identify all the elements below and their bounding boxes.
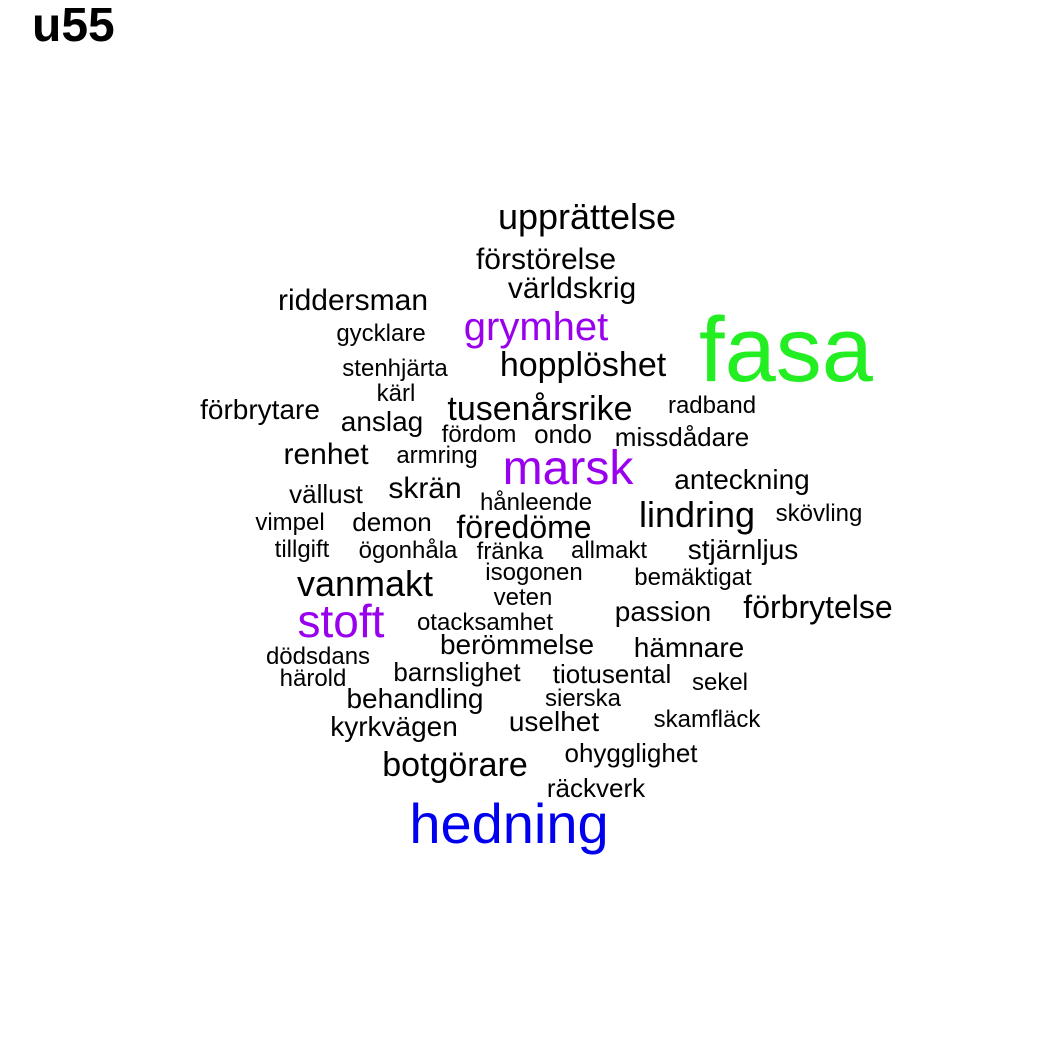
word-veten: veten <box>493 584 553 611</box>
word-forbrytelse: förbrytelse <box>743 589 893 625</box>
word-tusenarsrike: tusenårsrike <box>447 390 633 428</box>
word-renhet: renhet <box>283 438 369 471</box>
word-radband: radband <box>667 392 757 419</box>
word-skran: skrän <box>388 472 462 505</box>
word-passion: passion <box>614 596 712 627</box>
word-fordom: fördom <box>441 421 517 448</box>
word-allmakt: allmakt <box>570 537 648 564</box>
word-fasa: fasa <box>699 299 873 401</box>
word-otacksamhet: otacksamhet <box>416 609 554 636</box>
word-tiotusental: tiotusental <box>552 659 672 689</box>
word-hopploshet: hopplöshet <box>499 346 667 384</box>
word-sekel: sekel <box>691 669 749 696</box>
word-grymhet: grymhet <box>463 305 609 349</box>
word-stenhjarta: stenhjärta <box>342 355 448 382</box>
word-marsk: marsk <box>502 442 634 495</box>
word-hanleende: hånleende <box>479 489 593 516</box>
word-bemaktigat: bemäktigat <box>634 564 752 591</box>
word-skovling: skövling <box>775 500 863 527</box>
word-riddersman: riddersman <box>277 284 429 317</box>
word-skamflack: skamfläck <box>653 706 761 733</box>
page-title: u55 <box>32 0 115 52</box>
word-botgorare: botgörare <box>382 746 528 784</box>
word-anslag: anslag <box>340 406 424 437</box>
word-anteckning: anteckning <box>674 464 810 495</box>
word-ogonhala: ögonhåla <box>358 537 458 564</box>
word-forstorelse: förstörelse <box>475 243 617 276</box>
word-rackverk: räckverk <box>546 773 646 803</box>
word-barnslighet: barnslighet <box>393 657 521 687</box>
word-gycklare: gycklare <box>336 320 426 347</box>
word-upprattelse: upprättelse <box>497 196 677 237</box>
word-harold: härold <box>279 665 347 692</box>
word-foredome: föredöme <box>456 509 592 545</box>
word-kyrkvagen: kyrkvägen <box>330 711 458 742</box>
word-dodsdans: dödsdans <box>265 643 371 670</box>
word-stoft: stoft <box>297 595 385 647</box>
word-hamnare: hämnare <box>633 632 745 663</box>
word-stjarnljus: stjärnljus <box>687 534 799 565</box>
word-karl: kärl <box>376 380 416 407</box>
word-berommelse: berömmelse <box>439 629 595 660</box>
word-vallust: vällust <box>289 479 363 509</box>
word-ohygglighet: ohygglighet <box>564 738 698 768</box>
word-isogonen: isogonen <box>485 559 583 586</box>
word-forbrytare: förbrytare <box>200 394 320 425</box>
word-tillgift: tillgift <box>274 536 330 563</box>
word-vimpel: vimpel <box>255 509 325 536</box>
word-hedning: hedning <box>409 792 609 855</box>
word-lindring: lindring <box>638 494 756 535</box>
word-ondo: ondo <box>534 419 592 449</box>
word-missdadare: missdådare <box>614 422 750 452</box>
word-demon: demon <box>352 507 432 537</box>
word-franka: fränka <box>476 538 544 565</box>
word-varldskrig: världskrig <box>507 272 637 305</box>
word-uselhet: uselhet <box>508 706 600 737</box>
word-armring: armring <box>396 442 478 469</box>
word-behandling: behandling <box>346 683 484 714</box>
word-vanmakt: vanmakt <box>296 563 434 604</box>
word-sierska: sierska <box>544 685 622 712</box>
